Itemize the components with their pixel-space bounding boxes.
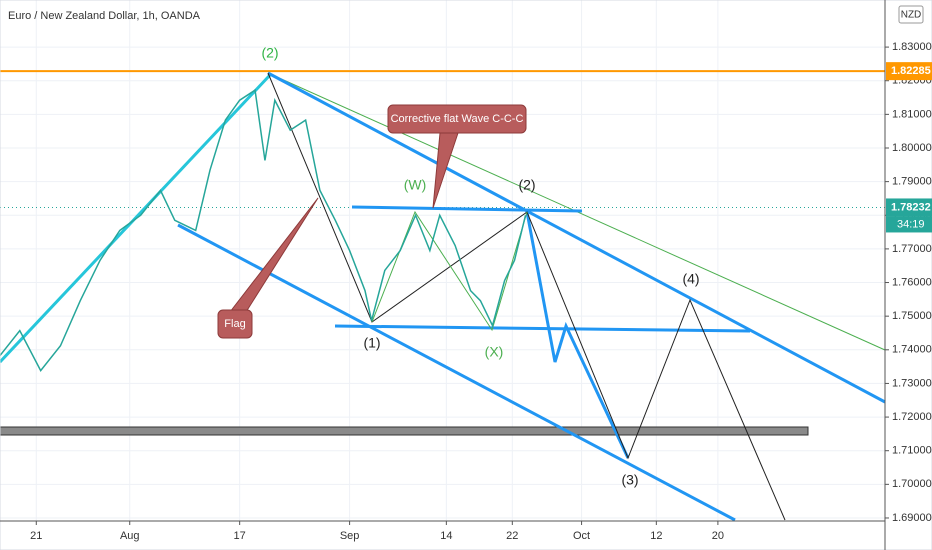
y-tick-label: 1.75000 xyxy=(892,310,932,322)
x-tick-label: 21 xyxy=(30,530,42,542)
y-tick-label: 1.76000 xyxy=(892,276,932,288)
wave-label: (1) xyxy=(363,335,380,351)
currency-box xyxy=(898,5,924,24)
wave-label: (X) xyxy=(485,344,504,360)
wave-label: (2) xyxy=(261,45,278,61)
y-tick-label: 1.72000 xyxy=(892,411,932,423)
callout-text: Corrective flat Wave C-C-C xyxy=(391,113,524,125)
wave-path xyxy=(371,210,528,332)
x-tick-label: 14 xyxy=(440,530,452,542)
y-tick-label: 1.79000 xyxy=(892,176,932,188)
y-tick-label: 1.69000 xyxy=(892,512,932,524)
x-tick-label: 20 xyxy=(712,530,724,542)
x-tick-label: 12 xyxy=(650,530,662,542)
flat-line xyxy=(334,324,751,333)
countdown: 34:19 xyxy=(897,218,925,230)
x-tick-label: Aug xyxy=(120,530,140,542)
price-label-box xyxy=(886,198,932,217)
price-label-box xyxy=(886,62,932,81)
countdown-box xyxy=(886,216,932,233)
grid xyxy=(0,0,885,521)
price-line xyxy=(0,88,527,373)
wave-label: (4) xyxy=(682,271,699,287)
callout xyxy=(217,309,253,339)
y-tick-label: 1.80000 xyxy=(892,142,932,154)
wave-projection xyxy=(525,211,630,459)
chart-title: Euro / New Zealand Dollar, 1h, OANDA xyxy=(8,10,201,22)
y-tick-label: 1.70000 xyxy=(892,478,932,490)
currency: NZD xyxy=(901,10,922,21)
y-tick-label: 1.77000 xyxy=(892,243,932,255)
price-label: 1.82285 xyxy=(891,65,931,77)
wave-label: (3) xyxy=(621,472,638,488)
x-tick-label: 22 xyxy=(506,530,518,542)
callout-text: Flag xyxy=(224,318,245,330)
flat-line xyxy=(351,205,583,213)
channel-line xyxy=(267,71,886,404)
x-tick-label: Sep xyxy=(340,530,360,542)
channel-line xyxy=(177,223,736,522)
y-tick-label: 1.83000 xyxy=(892,41,932,53)
x-tick-label: 17 xyxy=(234,530,246,542)
x-tick-label: Oct xyxy=(573,530,590,542)
support-zone xyxy=(0,426,809,436)
price xyxy=(0,88,527,373)
y-tick-label: 1.71000 xyxy=(892,445,932,457)
callout-pointer xyxy=(432,132,459,209)
y-tick-label: 1.73000 xyxy=(892,377,932,389)
axes: 1.69000 1.70000 1.71000 1.72000 1.73000 1.740… xyxy=(30,41,932,542)
y-tick-label: 1.81000 xyxy=(892,108,932,120)
price-label: 1.78232 xyxy=(891,201,931,213)
wave-path xyxy=(267,72,786,521)
callout xyxy=(387,104,527,134)
y-tick-label: 1.74000 xyxy=(892,344,932,356)
wave-label: (W) xyxy=(404,177,427,193)
wave-label: (2) xyxy=(518,177,535,193)
